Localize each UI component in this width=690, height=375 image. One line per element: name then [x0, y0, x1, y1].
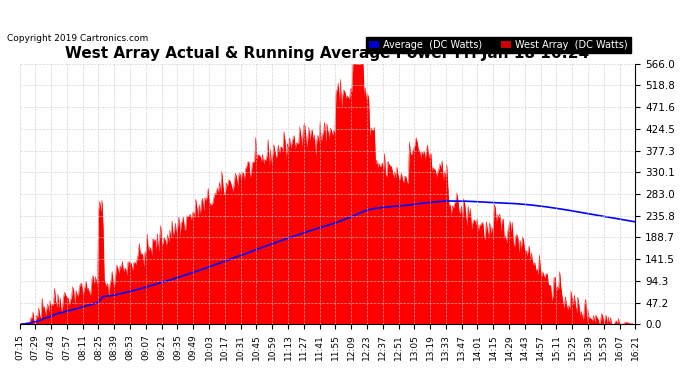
Legend: Average  (DC Watts), West Array  (DC Watts): Average (DC Watts), West Array (DC Watts…	[366, 37, 631, 53]
Text: Copyright 2019 Cartronics.com: Copyright 2019 Cartronics.com	[7, 34, 148, 43]
Title: West Array Actual & Running Average Power Fri Jan 18 16:24: West Array Actual & Running Average Powe…	[66, 46, 589, 61]
